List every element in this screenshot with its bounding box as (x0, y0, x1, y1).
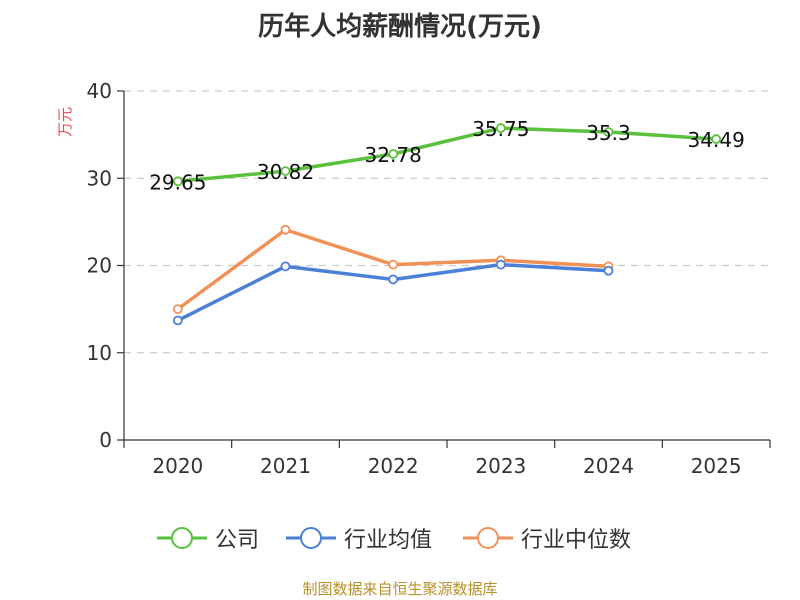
y-tick-label: 40 (87, 79, 112, 103)
data-point (603, 265, 614, 276)
data-label: 35.75 (472, 117, 529, 141)
data-point (711, 134, 722, 144)
y-tick-label: 0 (99, 428, 112, 452)
legend-marker-icon (157, 527, 207, 549)
x-tick-label: 2024 (583, 454, 634, 478)
legend-label: 行业中位数 (521, 528, 632, 553)
legend-label: 行业均值 (344, 528, 433, 553)
x-tick-label: 2021 (260, 454, 311, 478)
data-point (495, 123, 506, 133)
data-label: 30.82 (257, 160, 314, 184)
legend-marker-icon (286, 527, 336, 549)
data-point (172, 315, 183, 326)
data-label: 35.3 (586, 121, 631, 145)
x-tick-label: 2025 (691, 454, 742, 478)
data-point (388, 259, 399, 270)
data-label: 29.65 (149, 170, 206, 194)
series-line-0 (176, 126, 718, 184)
data-label: 32.78 (365, 143, 422, 167)
y-tick-label: 20 (87, 254, 112, 278)
data-point (172, 304, 183, 315)
legend: 公司 行业均值 行业中位数 (0, 520, 800, 556)
legend-item[interactable]: 公司 (157, 520, 259, 556)
data-point (495, 259, 506, 270)
data-label: 34.49 (688, 128, 745, 152)
data-point (280, 261, 291, 272)
source-note: 制图数据来自恒生聚源数据库 (302, 580, 498, 598)
legend-marker-icon (463, 527, 513, 549)
data-point (280, 224, 291, 235)
series-line-1 (176, 262, 611, 323)
legend-item[interactable]: 行业均值 (286, 520, 432, 556)
x-tick-label: 2023 (475, 454, 526, 478)
chart-title: 历年人均薪酬情况(万元) (258, 12, 542, 42)
y-tick-label: 30 (87, 166, 112, 190)
y-tick-label: 10 (87, 341, 112, 365)
data-point (280, 166, 291, 176)
legend-item[interactable]: 行业中位数 (463, 520, 631, 556)
y-axis-title: 万元 (56, 107, 74, 137)
x-tick-label: 2020 (152, 454, 203, 478)
legend-label: 公司 (215, 528, 260, 553)
data-point (603, 127, 614, 137)
data-point (388, 274, 399, 285)
x-tick-label: 2022 (368, 454, 419, 478)
data-point (388, 149, 399, 159)
data-point (172, 176, 183, 187)
